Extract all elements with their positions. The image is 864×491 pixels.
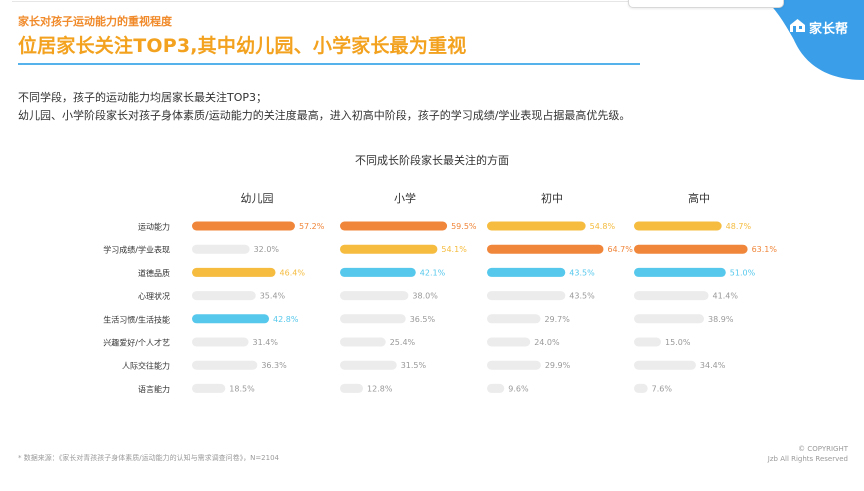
value-label: 41.4% <box>713 292 739 301</box>
series-header: 高中 <box>688 191 710 205</box>
value-label: 54.1% <box>441 245 467 254</box>
slide-subtitle: 家长对孩子运动能力的重视程度 <box>18 15 172 28</box>
value-label: 51.0% <box>730 268 756 277</box>
value-label: 12.8% <box>367 384 393 393</box>
value-label: 36.3% <box>261 361 287 370</box>
value-label: 54.8% <box>590 222 616 231</box>
bar <box>340 267 416 277</box>
bar <box>340 314 406 324</box>
value-label: 48.7% <box>726 222 752 231</box>
value-label: 46.4% <box>280 268 306 277</box>
value-label: 42.8% <box>273 315 299 324</box>
bar <box>192 267 276 277</box>
bar <box>634 244 748 254</box>
value-label: 38.9% <box>708 315 734 324</box>
bar <box>340 360 397 370</box>
bar <box>634 221 722 231</box>
bar <box>340 337 386 347</box>
copyright-line-2: Jzb All Rights Reserved <box>767 455 848 463</box>
bar <box>192 291 256 301</box>
series-header: 小学 <box>394 191 416 205</box>
value-label: 42.1% <box>420 268 446 277</box>
bar <box>487 314 541 324</box>
value-label: 15.0% <box>665 338 691 347</box>
bar <box>192 314 270 324</box>
value-label: 32.0% <box>254 245 280 254</box>
value-label: 43.5% <box>569 268 595 277</box>
brand-corner: 家长帮 <box>624 0 864 80</box>
series-header: 幼儿园 <box>241 192 274 205</box>
description-line-2: 幼儿园、小学阶段家长对孩子身体素质/运动能力的关注度最高，进入初高中阶段，孩子的… <box>18 109 631 122</box>
value-label: 31.5% <box>401 361 427 370</box>
value-label: 29.9% <box>545 361 571 370</box>
value-label: 29.7% <box>544 315 570 324</box>
bar <box>192 360 258 370</box>
value-label: 64.7% <box>607 245 633 254</box>
bar <box>634 291 709 301</box>
house-icon <box>789 18 806 37</box>
value-label: 43.5% <box>569 292 595 301</box>
category-label: 语言能力 <box>138 384 170 394</box>
category-label: 兴趣爱好/个人才艺 <box>103 338 170 348</box>
category-label: 道德品质 <box>138 268 170 278</box>
window-chrome <box>628 0 784 8</box>
bar <box>192 383 226 393</box>
value-label: 38.0% <box>412 292 438 301</box>
bar <box>192 244 250 254</box>
category-label: 心理状况 <box>138 291 170 301</box>
value-label: 34.4% <box>700 361 726 370</box>
top-divider <box>12 1 864 2</box>
copyright-notice: © COPYRIGHT Jzb All Rights Reserved <box>768 444 848 464</box>
bar <box>487 383 505 393</box>
bar <box>487 244 604 254</box>
category-label: 人际交往能力 <box>122 361 170 371</box>
bar <box>487 291 566 301</box>
bar <box>487 267 566 277</box>
bar <box>487 221 586 231</box>
bar <box>634 383 648 393</box>
value-label: 18.5% <box>229 384 255 393</box>
value-label: 35.4% <box>260 292 286 301</box>
bar <box>487 337 531 347</box>
bar <box>340 383 364 393</box>
bar <box>192 337 249 347</box>
chart-title: 不同成长阶段家长最关注的方面 <box>355 154 509 167</box>
series-header: 初中 <box>541 191 563 205</box>
value-label: 57.2% <box>299 222 325 231</box>
value-label: 31.4% <box>253 338 279 347</box>
description-line-1: 不同学段，孩子的运动能力均居家长最关注TOP3； <box>18 91 268 104</box>
bar <box>340 221 448 231</box>
bar <box>634 267 726 277</box>
brand-name: 家长帮 <box>808 22 848 37</box>
brand-logo: 家长帮 <box>789 18 848 37</box>
bar <box>340 291 409 301</box>
value-label: 24.0% <box>534 338 560 347</box>
value-label: 25.4% <box>390 338 416 347</box>
category-label: 学习成绩/学业表现 <box>103 245 170 255</box>
copyright-line-1: © COPYRIGHT <box>798 445 848 453</box>
value-label: 63.1% <box>752 245 778 254</box>
value-label: 9.6% <box>508 384 529 393</box>
value-label: 7.6% <box>652 384 673 393</box>
value-label: 59.5% <box>451 222 477 231</box>
category-label: 生活习惯/生活技能 <box>103 314 170 324</box>
category-label: 运动能力 <box>138 222 170 232</box>
bar <box>634 360 696 370</box>
bar <box>634 337 661 347</box>
bar <box>192 221 295 231</box>
brand-corner-shape <box>664 0 864 80</box>
bar <box>634 314 705 324</box>
title-rule <box>18 63 640 65</box>
slide-title: 位居家长关注TOP3,其中幼儿园、小学家长最为重视 <box>18 35 467 57</box>
bar <box>340 244 438 254</box>
data-source-note: * 数据来源：《家长对青孩孩子身体素质/运动能力的认知与需求调查问卷》，N=21… <box>18 454 279 462</box>
value-label: 36.5% <box>410 315 436 324</box>
bar <box>487 360 541 370</box>
